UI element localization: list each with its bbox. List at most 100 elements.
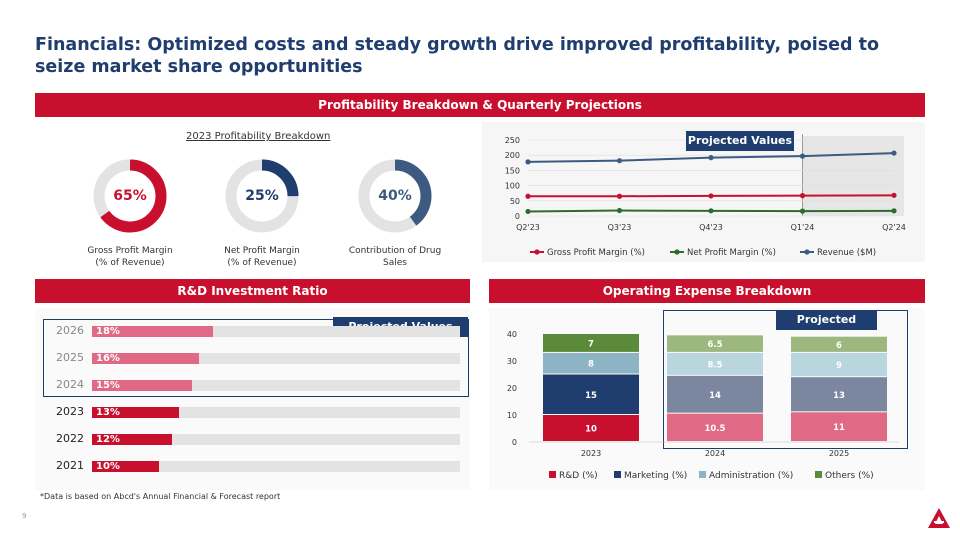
x-tick-label: Q2'23	[516, 223, 540, 232]
donut-value: 40%	[378, 188, 412, 204]
rd-year-label: 2021	[56, 459, 84, 472]
y-tick-label: 0	[512, 438, 517, 447]
data-point	[799, 193, 806, 199]
segment-label: 10	[585, 425, 597, 435]
data-point	[891, 150, 897, 156]
svg-text:Marketing (%): Marketing (%)	[624, 471, 687, 481]
svg-text:Others (%): Others (%)	[825, 471, 874, 481]
data-point	[891, 192, 897, 198]
footnote: *Data is based on Abcd's Annual Financia…	[40, 492, 281, 501]
stack-segment	[667, 335, 763, 352]
stack-segment	[543, 374, 639, 414]
y-tick-label: 50	[510, 197, 520, 206]
company-logo-icon	[928, 508, 950, 528]
line-chart: 0 50 100 150 200 250 Q2'23 Q3'23 Q4'23 Q1'24 Q2'24…	[505, 134, 906, 258]
banner-rd: R&D Investment Ratio	[35, 279, 470, 303]
rd-bar-track	[92, 461, 460, 472]
stack-segment	[543, 415, 639, 441]
segment-label: 11	[833, 423, 845, 433]
x-tick-label: 2025	[829, 449, 849, 458]
x-tick-label: Q4'23	[699, 223, 723, 232]
donut-label: Gross Profit Margin (% of Revenue)	[87, 246, 173, 268]
donut-section-title: 2023 Profitability Breakdown	[186, 131, 331, 142]
stack-segment	[791, 352, 887, 377]
data-point	[891, 208, 897, 214]
rd-year-label: 2025	[56, 351, 84, 364]
rd-year-label: 2024	[56, 378, 84, 391]
banner-profitability: Profitability Breakdown & Quarterly Proj…	[35, 93, 925, 117]
segment-label: 10.5	[705, 424, 726, 434]
data-point	[708, 208, 714, 214]
svg-text:Administration (%): Administration (%)	[709, 471, 793, 481]
data-point	[525, 208, 531, 215]
y-tick-label: 20	[507, 384, 517, 393]
y-tick-label: 250	[505, 136, 520, 145]
page-title: Financials: Optimized costs and steady g…	[35, 35, 880, 77]
rd-bar-track	[92, 326, 460, 337]
donut-label: Contribution of Drug Sales	[348, 246, 442, 268]
x-tick-label: Q3'23	[608, 223, 632, 232]
legend-item-1: R&D (%)	[549, 471, 598, 481]
rd-bar: 16%	[92, 353, 200, 364]
legend-item-2: Net Profit Margin (%)	[670, 248, 776, 258]
rd-projected-frame	[43, 319, 469, 397]
segment-label: 8	[588, 360, 594, 370]
legend-item-2: Marketing (%)	[614, 471, 687, 481]
donut-chart-1: 65%	[92, 158, 168, 234]
rd-year-label: 2023	[56, 405, 84, 418]
stack-segment	[791, 336, 887, 352]
segment-label: 15	[585, 391, 597, 401]
segment-label: 13	[833, 391, 845, 401]
data-point	[616, 158, 623, 164]
data-point	[708, 193, 714, 199]
segment-label: 9	[836, 361, 842, 371]
segment-label: 7	[588, 339, 594, 349]
rd-year-label: 2026	[56, 324, 84, 337]
stack-segment	[543, 334, 639, 352]
legend-item-3: Revenue ($M)	[800, 248, 876, 258]
rd-bar: 18%	[92, 326, 213, 337]
x-tick-label: Q2'24	[882, 223, 906, 232]
donut-arc	[93, 159, 167, 233]
rd-panel	[35, 308, 470, 490]
y-tick-label: 200	[505, 151, 520, 160]
donut-value: 25%	[245, 188, 279, 204]
donut-arc	[225, 159, 299, 233]
data-point	[525, 159, 531, 165]
data-point	[799, 153, 806, 159]
page-number: 9	[22, 512, 27, 520]
donut-label: Net Profit Margin (% of Revenue)	[224, 246, 300, 268]
segment-label: 6.5	[707, 340, 722, 350]
y-tick-label: 40	[507, 330, 517, 339]
data-point	[525, 193, 531, 199]
segment-label: 6	[836, 341, 842, 351]
x-tick-label: 2023	[581, 449, 601, 458]
projected-badge-opex: Projected Values	[776, 310, 877, 346]
x-tick-label: 2024	[705, 449, 725, 458]
opex-stacked-chart: 0 10 20 30 40 10 15 8 7 2023 10.5 14 8.5 6.5 2024 11 13 9…	[507, 330, 899, 481]
segment-label: 14	[709, 391, 721, 401]
y-tick-label: 150	[505, 166, 520, 175]
data-point	[708, 155, 714, 161]
svg-text:Revenue ($M): Revenue ($M)	[817, 248, 876, 258]
stack-segment	[667, 413, 763, 441]
data-point	[799, 208, 806, 214]
rd-bar-track	[92, 380, 460, 391]
data-point	[616, 207, 623, 214]
projected-badge-line: Projected Values	[686, 131, 794, 151]
svg-text:R&D (%): R&D (%)	[559, 471, 598, 481]
rd-bar: 10%	[92, 461, 159, 472]
banner-opex: Operating Expense Breakdown	[489, 279, 925, 303]
svg-text:Net Profit Margin (%): Net Profit Margin (%)	[687, 248, 776, 258]
stack-segment	[667, 375, 763, 413]
projected-region	[802, 136, 904, 216]
rd-bar-track	[92, 434, 460, 445]
legend-item-4: Others (%)	[815, 471, 874, 481]
donut-value: 65%	[113, 188, 147, 204]
donut-arc	[358, 159, 432, 233]
y-tick-label: 30	[507, 357, 517, 366]
rd-year-label: 2022	[56, 432, 84, 445]
stack-segment	[791, 412, 887, 441]
rd-bar: 15%	[92, 380, 193, 391]
legend-item-1: Gross Profit Margin (%)	[530, 248, 645, 258]
